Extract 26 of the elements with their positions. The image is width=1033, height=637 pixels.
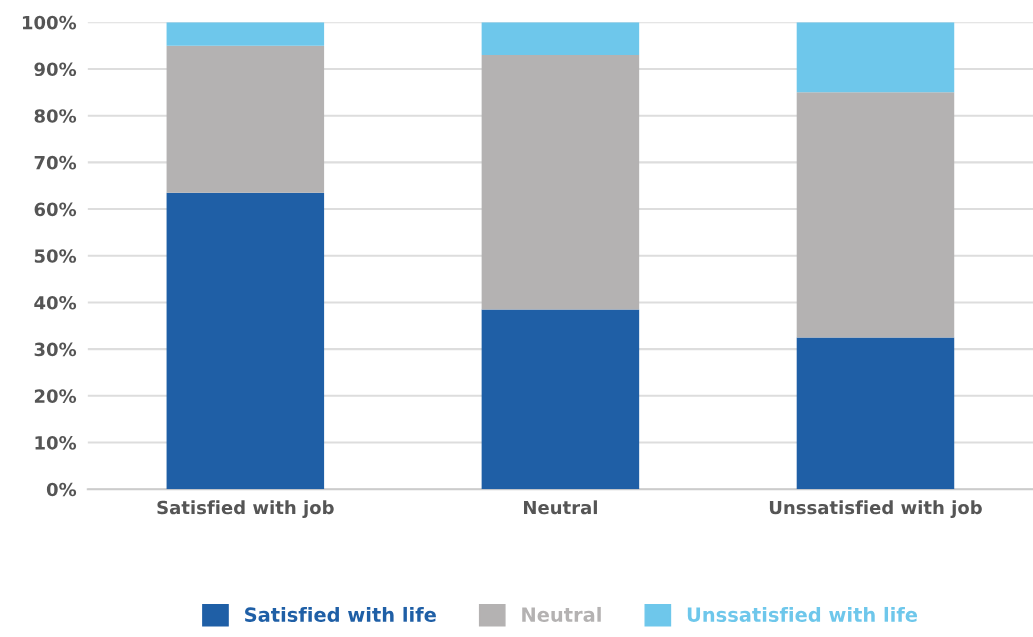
bar — [481, 309, 640, 490]
bar — [166, 22, 325, 46]
y-tick-label: 10% — [35, 435, 77, 450]
bar — [481, 22, 640, 55]
y-tick-label: 60% — [34, 202, 77, 217]
x-tick-label: Satisfied with job — [157, 500, 334, 518]
bar — [166, 45, 325, 193]
bar — [166, 192, 325, 490]
y-tick-label: 100% — [22, 15, 77, 30]
legend-label: Neutral — [522, 606, 601, 622]
y-tick-label: 20% — [34, 389, 77, 403]
bar — [796, 337, 955, 490]
y-tick-label: 70% — [34, 155, 77, 170]
legend-label: Satisfied with life — [245, 606, 436, 622]
bar — [796, 22, 955, 93]
bar — [796, 92, 955, 338]
legend-label: Unssatisfied with life — [687, 606, 918, 622]
bar — [481, 54, 640, 310]
y-tick-label: 0% — [46, 482, 77, 497]
y-tick-label: 90% — [34, 62, 77, 77]
x-tick-label: Neutral — [524, 500, 597, 515]
y-tick-label: 50% — [34, 249, 77, 263]
y-tick-label: 40% — [34, 295, 77, 310]
x-tick-label: Unssatisfied with job — [769, 500, 982, 518]
y-tick-label: 30% — [34, 342, 77, 357]
y-tick-label: 80% — [34, 109, 77, 123]
